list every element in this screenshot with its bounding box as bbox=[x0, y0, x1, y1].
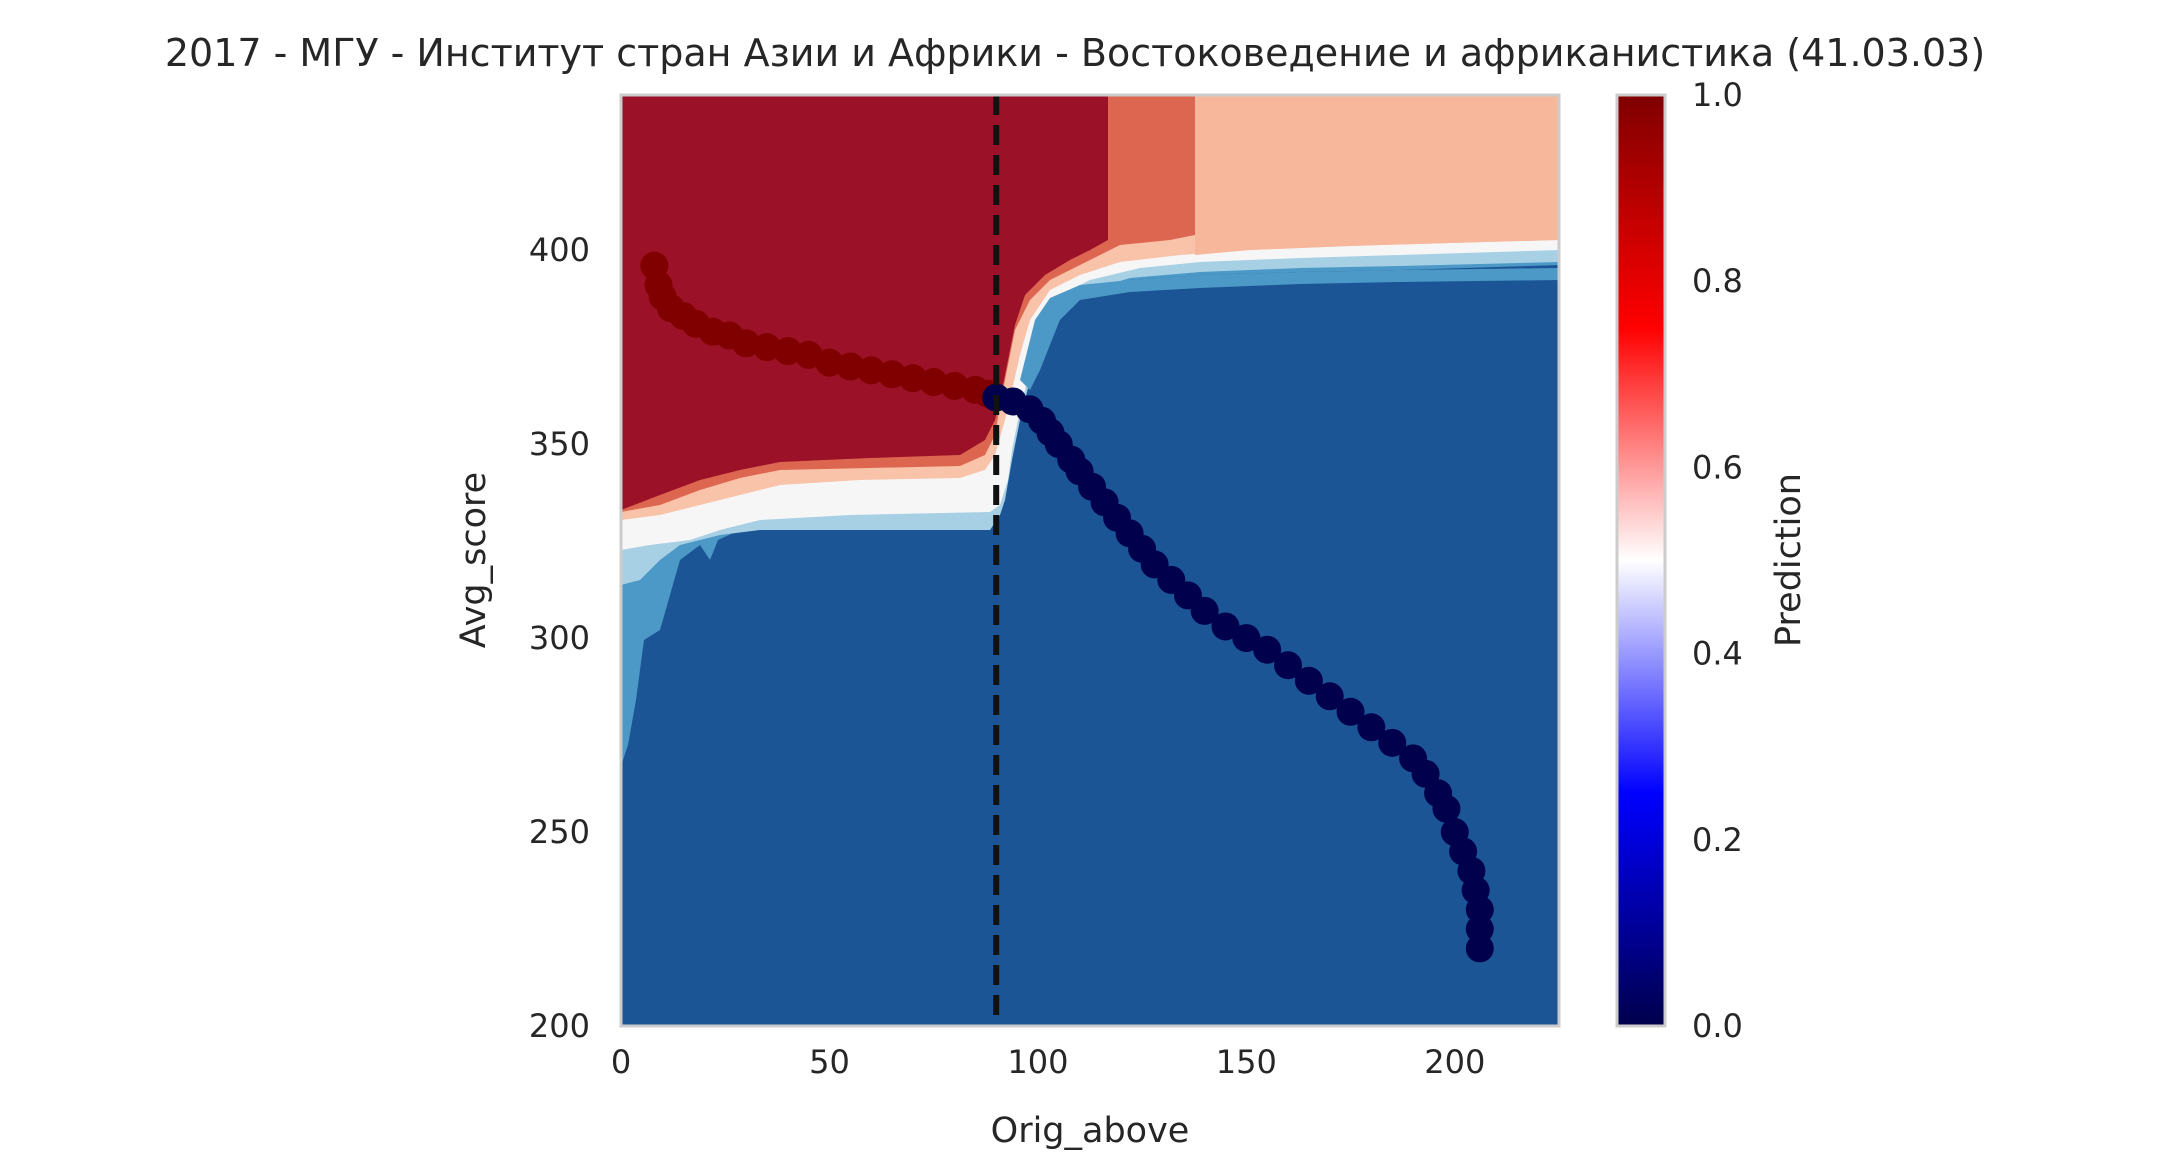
y-tick-label-3: 350 bbox=[529, 425, 590, 463]
y-tick-label-1: 250 bbox=[529, 813, 590, 851]
y-tick-label-0: 200 bbox=[529, 1007, 590, 1045]
colorbar-gradient bbox=[1617, 95, 1665, 1026]
colorbar-tick-label-2: 0.4 bbox=[1692, 635, 1743, 673]
contour-plot bbox=[621, 95, 1559, 1026]
colorbar-tick-label-1: 0.2 bbox=[1692, 821, 1743, 859]
contour-region-light-red-upper bbox=[1195, 95, 1559, 255]
scatter-point-blue-29 bbox=[1432, 794, 1461, 823]
colorbar-label: Prediction bbox=[1769, 473, 1809, 647]
scatter-point-blue-16 bbox=[1190, 596, 1219, 625]
colorbar-tick-label-4: 0.8 bbox=[1692, 262, 1743, 300]
scatter-point-red-17 bbox=[919, 368, 948, 397]
y-axis-label: Avg_score bbox=[454, 472, 494, 648]
colorbar-ticks: 0.0 0.2 0.4 0.6 0.8 1.0 bbox=[1692, 76, 1743, 1045]
contour-region-mid-red-upper bbox=[1108, 95, 1195, 245]
colorbar: 0.0 0.2 0.4 0.6 0.8 1.0 Prediction bbox=[1615, 76, 1809, 1045]
chart-title: 2017 - МГУ - Институт стран Азии и Африк… bbox=[165, 31, 1985, 75]
contour-region-light-blue-right bbox=[1020, 268, 1559, 390]
scatter-point-blue-17 bbox=[1211, 612, 1240, 641]
x-tick-label-4: 200 bbox=[1424, 1043, 1485, 1081]
scatter-point-blue-23 bbox=[1336, 697, 1365, 726]
plot-frame bbox=[619, 93, 1561, 1028]
colorbar-tick-label-3: 0.6 bbox=[1692, 448, 1743, 486]
scatter-point-blue-21 bbox=[1294, 666, 1323, 695]
scatter-point-red-13 bbox=[836, 352, 865, 381]
colorbar-frame bbox=[1615, 93, 1667, 1028]
scatter-point-red-9 bbox=[752, 333, 781, 362]
x-axis-label: Orig_above bbox=[991, 1111, 1190, 1151]
scatter-point-red-18 bbox=[940, 371, 969, 400]
scatter-point-blue-19 bbox=[1253, 635, 1282, 664]
scatter-point-red-15 bbox=[877, 360, 906, 389]
y-tick-label-2: 300 bbox=[529, 619, 590, 657]
x-tick-label-1: 50 bbox=[809, 1043, 850, 1081]
scatter-point-red-12 bbox=[815, 348, 844, 377]
y-axis-ticks: 200 250 300 350 400 bbox=[529, 231, 590, 1045]
scatter-point-blue-18 bbox=[1232, 624, 1261, 653]
scatter-point-red-10 bbox=[773, 337, 802, 366]
x-tick-label-2: 100 bbox=[1007, 1043, 1068, 1081]
scatter-point-red-14 bbox=[857, 356, 886, 385]
scatter-point-blue-34 bbox=[1465, 895, 1494, 924]
x-axis-ticks: 0 50 100 150 200 bbox=[611, 1043, 1485, 1081]
scatter-point-blue-36 bbox=[1465, 934, 1494, 963]
scatter-point-red-16 bbox=[898, 364, 927, 393]
x-tick-label-3: 150 bbox=[1216, 1043, 1277, 1081]
x-tick-label-0: 0 bbox=[611, 1043, 631, 1081]
colorbar-tick-label-0: 0.0 bbox=[1692, 1007, 1743, 1045]
scatter-point-blue-35 bbox=[1465, 915, 1494, 944]
scatter-point-red-8 bbox=[732, 329, 761, 358]
y-tick-label-4: 400 bbox=[529, 231, 590, 269]
colorbar-tick-label-5: 1.0 bbox=[1692, 76, 1743, 114]
scatter-point-blue-22 bbox=[1315, 682, 1344, 711]
scatter-point-blue-20 bbox=[1274, 651, 1303, 680]
scatter-point-blue-25 bbox=[1378, 728, 1407, 757]
scatter-point-blue-24 bbox=[1357, 713, 1386, 742]
